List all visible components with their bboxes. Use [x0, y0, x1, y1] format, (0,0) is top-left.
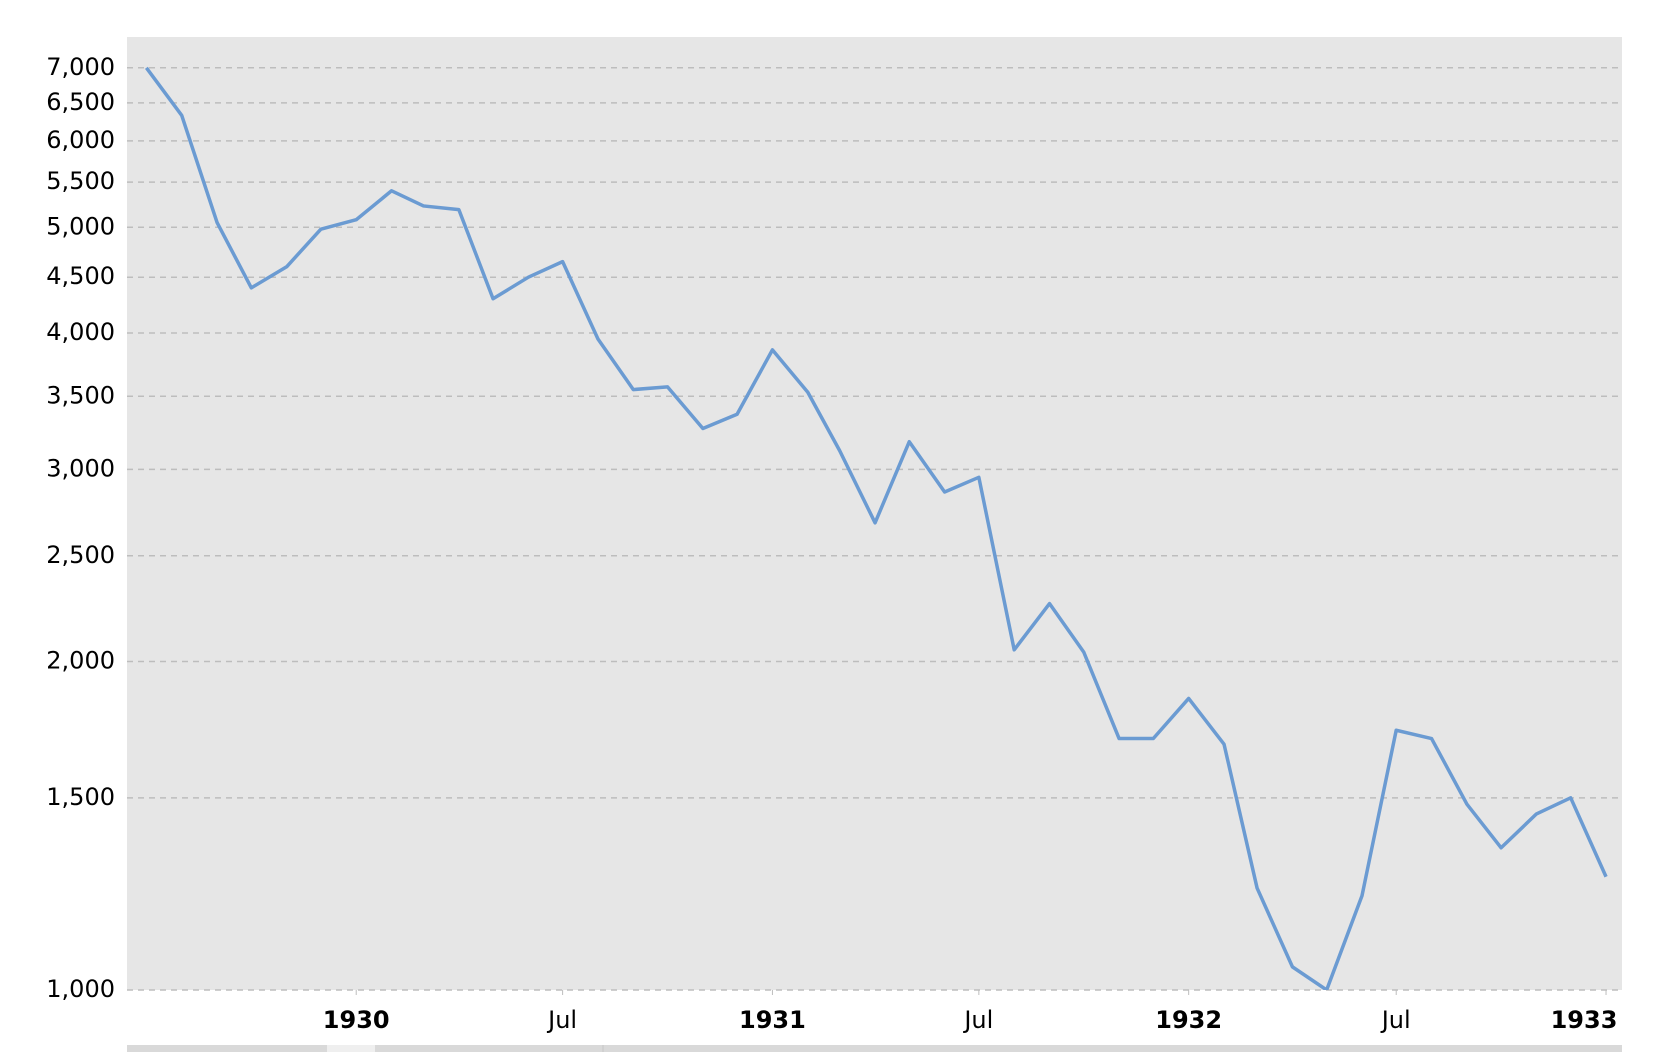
x-tick-label: 1932 — [1155, 1006, 1222, 1034]
y-tick-label: 5,500 — [46, 167, 115, 195]
y-tick-label: 2,000 — [46, 647, 115, 675]
y-tick-label: 1,000 — [46, 975, 115, 1003]
y-tick-label: 6,500 — [46, 88, 115, 116]
navigator-bar — [127, 1045, 1622, 1052]
navigator-handle — [327, 1045, 375, 1052]
line-series — [144, 66, 1608, 990]
y-tick-label: 1,500 — [46, 783, 115, 811]
x-tick-label: Jul — [1380, 1006, 1411, 1034]
x-tick-label: Jul — [962, 1006, 993, 1034]
y-tick-label: 2,500 — [46, 541, 115, 569]
x-tick-label: 1931 — [739, 1006, 806, 1034]
y-tick-label: 7,000 — [46, 53, 115, 81]
y-tick-label: 4,000 — [46, 318, 115, 346]
y-tick-label: 6,000 — [46, 126, 115, 154]
x-tick-label: 1930 — [323, 1006, 390, 1034]
x-tick-label: 1933 — [1551, 1006, 1618, 1034]
y-tick-label: 5,000 — [46, 212, 115, 240]
x-tick-label: Jul — [546, 1006, 577, 1034]
plot-background — [127, 37, 1622, 990]
y-tick-label: 3,500 — [46, 381, 115, 409]
y-tick-label: 3,000 — [46, 454, 115, 482]
y-tick-label: 4,500 — [46, 262, 115, 290]
